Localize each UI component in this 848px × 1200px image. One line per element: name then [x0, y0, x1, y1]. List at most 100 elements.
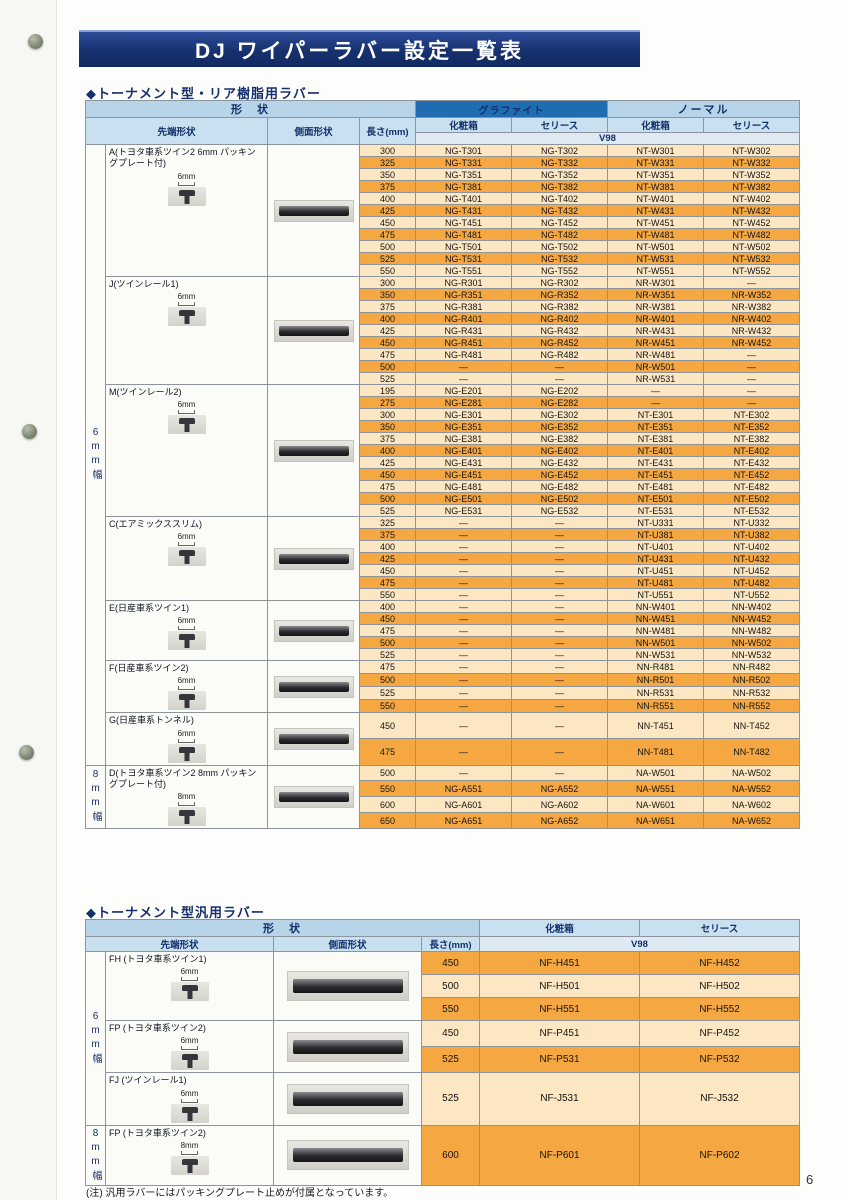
part-number-cell: NT-W351 [607, 168, 704, 181]
length-cell: 450 [359, 468, 416, 481]
part-number-cell: NF-H552 [639, 997, 800, 1021]
part-number-cell: NG-T502 [511, 240, 608, 253]
part-number-cell: NG-E451 [415, 468, 512, 481]
length-cell: 195 [359, 384, 416, 397]
part-number-cell: NG-E431 [415, 456, 512, 469]
part-number-cell: NF-P531 [479, 1046, 640, 1074]
part-number-cell: ― [511, 576, 608, 589]
footnote: (注) 汎用ラバーにはパッキングプレート止めが付属となっています。 [86, 1188, 394, 1199]
spec-row: 500 NG-E501 NG-E502 NT-E501 NT-E502 [86, 492, 800, 505]
length-cell: 450 [421, 1019, 480, 1048]
part-number-cell: NT-U432 [703, 552, 800, 565]
part-number-cell: ― [415, 659, 512, 675]
part-number-cell: NT-E402 [703, 444, 800, 457]
part-number-cell: NN-W452 [703, 612, 800, 625]
part-number-cell: NA-W502 [703, 764, 800, 782]
length-cell: 525 [421, 1046, 480, 1074]
part-number-cell: ― [511, 764, 608, 782]
length-cell: 500 [359, 360, 416, 373]
part-number-cell: NT-E401 [607, 444, 704, 457]
part-number-cell: ― [511, 528, 608, 541]
part-number-cell: NN-W482 [703, 624, 800, 637]
part-number-cell: ― [511, 360, 608, 373]
part-number-cell: ― [415, 600, 512, 613]
page-title-banner: DJ ワイパーラバー設定一覧表 [79, 30, 640, 67]
spec-row: 550 ― ― NN-R551 NN-R552 [86, 699, 800, 714]
part-number-cell: ― [511, 612, 608, 625]
length-cell: 525 [359, 648, 416, 661]
tip-size-label: 8mm [177, 1141, 203, 1155]
spec-row: 425 NG-E431 NG-E432 NT-E431 NT-E432 [86, 456, 800, 469]
part-number-cell: NG-E381 [415, 432, 512, 445]
part-number-cell: NT-E451 [607, 468, 704, 481]
length-cell: 475 [359, 624, 416, 637]
part-number-cell: NF-P532 [639, 1046, 800, 1074]
header-box-graphite: 化粧箱 [415, 117, 512, 133]
header-tip-shape: 先端形状 [85, 936, 274, 952]
binder-hole [28, 34, 43, 49]
part-number-cell: NG-E481 [415, 480, 512, 493]
part-number-cell: ― [511, 372, 608, 385]
part-number-cell: ― [703, 360, 800, 373]
part-number-cell: NT-W432 [703, 204, 800, 217]
part-number-cell: NG-T552 [511, 264, 608, 277]
part-number-cell: NN-W481 [607, 624, 704, 637]
rubber-strip-image [278, 681, 349, 692]
part-number-cell: NG-T331 [415, 156, 512, 169]
part-number-cell: NT-U381 [607, 528, 704, 541]
spec-row: 400 NG-E401 NG-E402 NT-E401 NT-E402 [86, 444, 800, 457]
rubber-strip-image [278, 445, 349, 456]
part-number-cell: NG-R431 [415, 324, 512, 337]
length-cell: 450 [359, 612, 416, 625]
part-number-cell: NG-E301 [415, 408, 512, 421]
tip-photo [170, 1051, 209, 1071]
length-cell: 325 [359, 516, 416, 529]
spec-row: C(エアミックススリム) 6mm 325 ― ― NT-U331 NT-U332 [86, 516, 800, 601]
part-number-cell: NG-R381 [415, 300, 512, 313]
part-number-cell: NG-E402 [511, 444, 608, 457]
length-cell: 375 [359, 180, 416, 193]
part-number-cell: ― [415, 564, 512, 577]
length-cell: 475 [359, 576, 416, 589]
tip-profile-icon [178, 310, 195, 317]
part-number-cell: NN-W451 [607, 612, 704, 625]
rear-table-body: 6mm幅 A(トヨタ車系ツイン2 6mm パッキングプレート付) 6mm 300 NG-… [85, 144, 800, 829]
group-label: E(日産車系ツイン1) [109, 603, 190, 613]
spec-row: 550 NF-H551 NF-H552 [86, 997, 800, 1021]
tip-shape-cell: J(ツインレール1) 6mm [105, 276, 268, 385]
tip-profile-icon [181, 1106, 198, 1113]
side-shape-cell [273, 1019, 422, 1074]
part-number-cell: NG-E302 [511, 408, 608, 421]
tip-photo [167, 307, 206, 327]
part-number-cell: NT-W382 [703, 180, 800, 193]
tip-size-label: 6mm [177, 1036, 203, 1050]
rubber-strip-image [278, 733, 349, 744]
part-number-cell: NT-W352 [703, 168, 800, 181]
width-band-label: 8mm幅 [90, 1127, 101, 1183]
part-number-cell: NG-E452 [511, 468, 608, 481]
part-number-cell: NG-A652 [511, 812, 608, 829]
part-number-cell: NT-W332 [703, 156, 800, 169]
length-cell: 300 [359, 144, 416, 157]
tip-size-label: 6mm [174, 172, 200, 186]
length-cell: 425 [359, 324, 416, 337]
part-number-cell: NF-H501 [479, 974, 640, 998]
group-label: C(エアミックススリム) [109, 519, 203, 529]
part-number-cell: NT-E302 [703, 408, 800, 421]
length-cell: 550 [359, 588, 416, 601]
length-cell: 400 [359, 444, 416, 457]
part-number-cell: ― [415, 360, 512, 373]
tip-profile-icon [181, 1158, 198, 1165]
part-number-cell: NT-W431 [607, 204, 704, 217]
length-cell: 450 [359, 216, 416, 229]
side-shape-cell [267, 764, 360, 829]
tip-size-label: 6mm [177, 967, 203, 981]
header-v98: V98 [415, 132, 800, 145]
part-number-cell: NG-T401 [415, 192, 512, 205]
spec-row: FP (トヨタ車系ツイン2) 6mm 450 NF-P451 NF-P452 [86, 1019, 800, 1074]
tip-photo [167, 807, 206, 826]
part-number-cell: NN-R532 [703, 686, 800, 701]
length-cell: 400 [359, 540, 416, 553]
tip-shape-cell: G(日産車系トンネル) 6mm [105, 712, 268, 766]
part-number-cell: NR-W352 [703, 288, 800, 301]
